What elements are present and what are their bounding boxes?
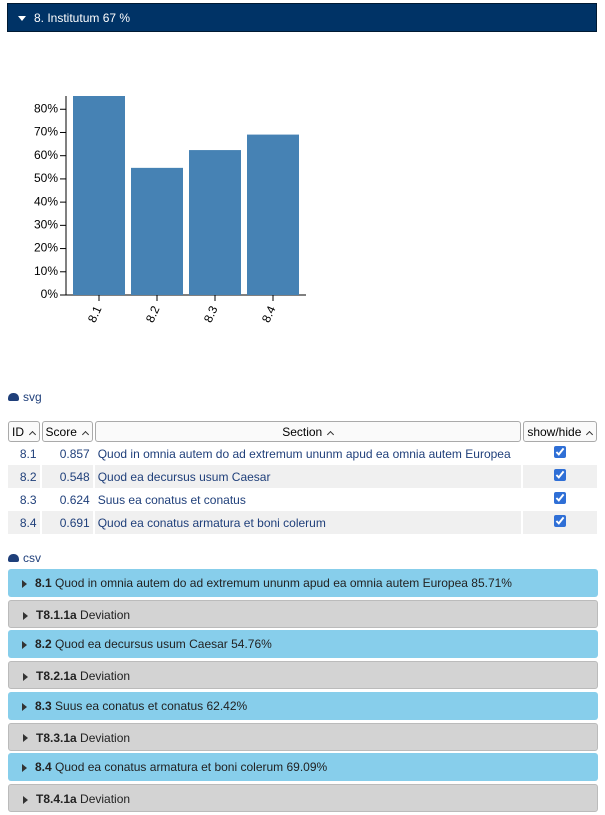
bar [131, 167, 183, 295]
accordion-item[interactable]: 8.2 Quod ea decursus usum Caesar 54.76% [8, 630, 598, 659]
column-title: Score [45, 424, 77, 439]
section-id: 8.1 [35, 576, 52, 590]
x-tick-label: 8.2 [143, 303, 163, 324]
section-id: T8.3.1a [36, 730, 77, 745]
expand-arrow [22, 579, 27, 588]
section-header[interactable]: 8. Institutum 67 % [7, 3, 597, 32]
section-id: 8.3 [35, 698, 52, 713]
x-tick-label: 8.4 [259, 303, 279, 324]
accordion-item[interactable]: 8.1 Quod in omnia autem do ad extremum u… [8, 569, 598, 597]
link-text: csv [23, 551, 41, 565]
section-label: Quod ea conatus armatura et boni colerum… [55, 760, 328, 775]
cell: 0.691 [41, 511, 93, 534]
svg-download[interactable]: svg [8, 390, 42, 404]
expand-arrow [23, 795, 28, 804]
section-id: T8.2.1a [36, 669, 77, 684]
section-id: 8.2 [35, 637, 52, 652]
section-id: 8.4 [35, 760, 52, 775]
accordion-item[interactable]: 8.3 Suus ea conatus et conatus 62.42% [8, 691, 598, 720]
cell [523, 488, 597, 511]
column-header[interactable]: Score [41, 421, 93, 442]
table-row: 8.2 0.548 Quod ea decursus usum Caesar [8, 465, 597, 488]
accordion-item[interactable]: T8.2.1a Deviation [8, 661, 598, 690]
accordion-item[interactable]: 8.4 Quod ea conatus armatura et boni col… [8, 753, 598, 782]
section-label: Deviation [80, 730, 131, 745]
link-text: svg [23, 390, 42, 404]
expand-arrow [22, 641, 27, 650]
y-tick-label: 40% [34, 194, 58, 208]
bar [73, 96, 125, 295]
section-label: Quod ea decursus usum Caesar 54.76% [55, 637, 272, 652]
column-title: show/hide [527, 424, 582, 439]
show-hide-checkbox[interactable] [553, 469, 566, 481]
y-tick-label: 30% [34, 218, 58, 232]
chart: 0% 10% 20% 30% 40% 50% 60% 70% 80% 8.1 8.2 8.3 8.4 [34, 96, 306, 325]
section-label: Deviation [80, 669, 131, 684]
bar [247, 134, 299, 295]
cell: 0.857 [59, 446, 90, 461]
cell: Quod ea conatus armatura et boni colerum [94, 511, 521, 534]
sort-caret [28, 430, 37, 438]
cell [523, 442, 597, 465]
sort-caret [327, 430, 335, 438]
cell: 0.548 [41, 465, 93, 488]
sort-caret [81, 430, 89, 438]
csv-download[interactable]: csv [8, 551, 41, 565]
table-row: 8.1 0.857 Quod in omnia autem do ad extrem… [8, 442, 597, 465]
x-tick-label: 8.3 [201, 303, 221, 324]
y-tick-label: 0% [41, 287, 59, 301]
section-label: Deviation [80, 791, 131, 806]
expand-arrow [22, 702, 27, 711]
y-tick-label: 80% [34, 101, 58, 115]
y-tick-label: 50% [34, 171, 58, 185]
y-tick-label: 10% [34, 264, 58, 278]
y-tick-label: 60% [34, 148, 58, 162]
column-header[interactable]: show/hide [522, 421, 597, 442]
accordion-item[interactable]: T8.1.1a Deviation [8, 599, 598, 628]
cell: 8.3 [19, 492, 37, 507]
cell: Quod in omnia autem do ad extremum ununm… [97, 446, 511, 461]
cell: 8.4 [8, 511, 40, 534]
expand-arrow [23, 611, 28, 620]
cell [522, 465, 597, 488]
y-tick-label: 20% [34, 241, 58, 255]
cell: Quod ea decursus usum Caesar [94, 465, 521, 488]
show-hide-checkbox[interactable] [553, 515, 566, 527]
cell [522, 511, 597, 534]
table-row: 8.4 0.691 Quod ea conatus armatura et boni… [8, 511, 597, 534]
bar [189, 150, 241, 295]
accordion-item[interactable]: T8.4.1a Deviation [8, 783, 598, 812]
show-hide-checkbox[interactable] [553, 492, 566, 504]
section-label: Quod in omnia autem do ad extremum ununm… [55, 576, 512, 590]
cell: Suus ea conatus et conatus [97, 492, 246, 507]
section-label: Suus ea conatus et conatus 62.42% [55, 698, 248, 713]
section-label: Deviation [80, 607, 131, 622]
column-title: Section [282, 424, 323, 439]
sort-caret [586, 430, 594, 438]
cell: 8.2 [8, 465, 40, 488]
show-hide-checkbox[interactable] [553, 446, 566, 458]
expand-arrow [23, 672, 28, 681]
section-id: T8.4.1a [36, 791, 77, 806]
cell: 0.624 [59, 492, 90, 507]
expand-arrow [23, 734, 28, 743]
expand-arrow [22, 764, 27, 773]
column-header[interactable]: ID [8, 421, 40, 442]
score-table: ID Score Section show/hide 8.1 0.857 Quod in o… [6, 421, 599, 534]
x-tick-label: 8.1 [85, 303, 105, 324]
section-id: T8.1.1a [36, 607, 77, 622]
accordion-item[interactable]: T8.3.1a Deviation [8, 722, 598, 751]
column-title: ID [12, 424, 24, 439]
column-header[interactable]: Section [94, 421, 521, 442]
header-title: 8. Institutum 67 % [34, 11, 131, 25]
table-row: 8.3 0.624 Suus ea conatus et conatus [8, 488, 597, 511]
cell: 8.1 [19, 446, 37, 461]
y-tick-label: 70% [34, 125, 58, 139]
